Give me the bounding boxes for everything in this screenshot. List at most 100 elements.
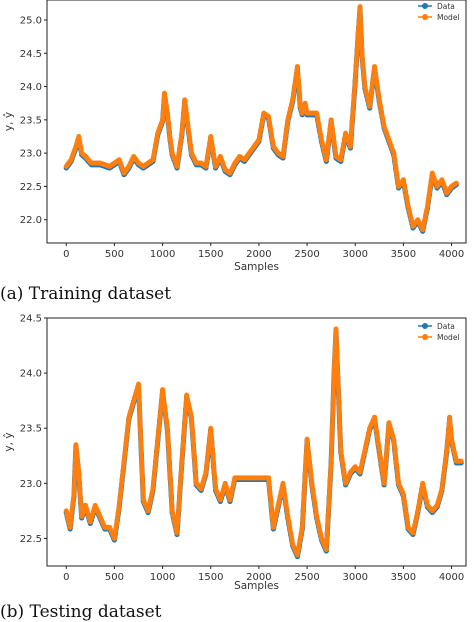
model-point — [366, 100, 372, 106]
chart-training: 0 500 1000 1500 2000 2500 3000 3500 4000 22.0 22.5… — [3, 0, 467, 273]
model-point — [75, 460, 81, 466]
y-tick-label: 22.5 — [20, 534, 42, 545]
model-point — [310, 487, 316, 493]
model-point — [276, 498, 282, 504]
model-point — [325, 141, 331, 147]
model-point — [283, 131, 289, 137]
model-point — [284, 507, 290, 513]
model-point — [208, 425, 214, 431]
model-point — [181, 432, 187, 438]
model-point — [211, 462, 217, 468]
model-point — [260, 116, 266, 122]
model-point — [164, 110, 170, 116]
series-model-markers — [63, 4, 459, 233]
model-point — [391, 436, 397, 442]
model-point — [375, 90, 381, 96]
model-point — [445, 436, 451, 442]
model-point — [285, 117, 291, 123]
model-point — [212, 474, 218, 480]
model-point — [421, 222, 427, 228]
model-point — [324, 149, 330, 155]
model-point — [63, 508, 69, 514]
model-point — [125, 423, 131, 429]
model-point — [384, 444, 390, 450]
model-point — [442, 463, 448, 469]
model-point — [271, 520, 277, 526]
x-tick-label: 2000 — [246, 249, 271, 260]
model-point — [415, 508, 421, 514]
model-point — [391, 150, 397, 156]
y-tick-label: 23.0 — [20, 479, 42, 490]
model-point — [267, 495, 273, 501]
model-point — [178, 473, 184, 479]
model-point — [155, 436, 161, 442]
model-point — [418, 491, 424, 497]
model-point — [355, 30, 361, 36]
model-point — [420, 480, 426, 486]
model-point — [174, 163, 180, 169]
model-point — [231, 479, 237, 485]
model-point — [339, 454, 345, 460]
model-point — [335, 375, 341, 381]
model-point — [268, 505, 274, 511]
model-point — [297, 535, 303, 541]
model-point — [332, 146, 338, 152]
x-tick-label: 1500 — [198, 572, 223, 583]
model-point — [341, 141, 347, 147]
model-point — [266, 114, 272, 120]
model-point — [373, 77, 379, 83]
model-point — [339, 151, 345, 157]
model-point — [327, 476, 333, 482]
model-point — [283, 500, 289, 506]
model-point — [440, 478, 446, 484]
x-tick-label: 0 — [63, 249, 69, 260]
model-point — [378, 460, 384, 466]
model-point — [383, 456, 389, 462]
model-point — [348, 130, 354, 136]
model-point — [76, 133, 82, 139]
x-tick-label: 500 — [105, 249, 124, 260]
model-point — [206, 443, 212, 449]
model-point — [403, 511, 409, 517]
model-point — [282, 139, 288, 145]
model-point — [377, 454, 383, 460]
model-point — [347, 143, 353, 149]
model-point — [394, 463, 400, 469]
model-point — [286, 113, 292, 119]
y-tick-label: 24.5 — [20, 49, 42, 60]
model-point — [425, 197, 431, 203]
model-point — [118, 485, 124, 491]
model-point — [400, 491, 406, 497]
model-point — [154, 446, 160, 452]
model-point — [411, 526, 417, 532]
model-point — [296, 541, 302, 547]
model-point — [448, 425, 454, 431]
model-point — [357, 4, 363, 10]
model-point — [281, 146, 287, 152]
model-point — [330, 131, 336, 137]
model-point — [410, 530, 416, 536]
model-point — [154, 135, 160, 141]
model-point — [227, 497, 233, 503]
model-point — [358, 27, 364, 33]
model-point — [325, 511, 331, 517]
model-point — [304, 436, 310, 442]
model-point — [316, 121, 322, 127]
model-point — [174, 530, 180, 536]
model-point — [73, 442, 79, 448]
model-point — [267, 125, 273, 131]
model-point — [78, 499, 84, 505]
y-tick-label: 24.0 — [20, 369, 42, 380]
model-point — [458, 458, 464, 464]
model-point — [168, 143, 174, 149]
model-point — [420, 227, 426, 233]
model-point — [152, 146, 158, 152]
model-point — [368, 96, 374, 102]
model-point — [121, 458, 127, 464]
model-point — [334, 350, 340, 356]
model-point — [268, 131, 274, 137]
model-point — [151, 151, 157, 157]
model-point — [295, 77, 301, 83]
model-point — [417, 497, 423, 503]
